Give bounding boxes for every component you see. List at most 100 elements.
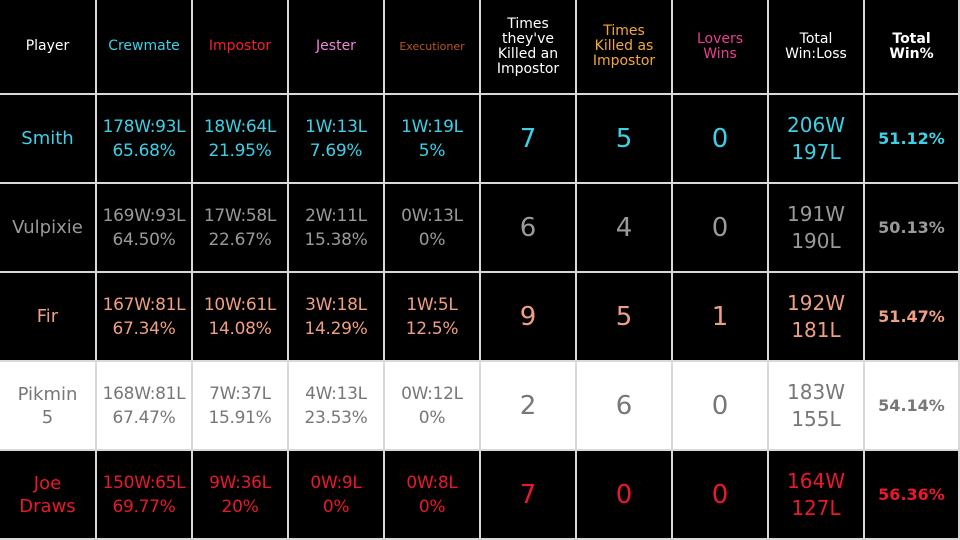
header-crewmate-label: Crewmate [108,38,180,54]
header-player: Player [0,0,97,95]
executioner-cell: 1W:5L 12.5% [385,273,481,362]
total-winpct-value: 54.14% [878,396,945,415]
total-winloss-cell: 183W 155L [769,362,865,451]
player-name: Fir [36,306,59,327]
crewmate-stat: 150W:65L 69.77% [102,472,186,517]
impostor-stat: 7W:37L 15.91% [208,383,272,428]
header-lovers-wins: Lovers Wins [673,0,769,95]
jester-cell: 3W:18L 14.29% [289,273,385,362]
killed-impostor-value: 6 [519,212,537,243]
header-total-winloss-label: Total Win:Loss [785,30,847,62]
lovers-wins-cell: 0 [673,362,769,451]
executioner-stat: 1W:19L 5% [401,116,463,161]
table-row-player: Smith [0,95,97,184]
impostor-stat: 18W:64L 21.95% [203,116,277,161]
crewmate-stat: 169W:93L 64.50% [102,205,186,250]
impostor-cell: 18W:64L 21.95% [193,95,289,184]
header-total-winpct: Total Win% [865,0,960,95]
lovers-wins-cell: 1 [673,273,769,362]
crewmate-stat: 178W:93L 65.68% [102,116,186,161]
killed-as-impostor-value: 5 [615,301,633,332]
total-winpct-value: 51.47% [878,307,945,326]
impostor-cell: 7W:37L 15.91% [193,362,289,451]
player-name: Joe Draws [19,472,76,517]
table-row-player: Pikmin 5 [0,362,97,451]
executioner-cell: 1W:19L 5% [385,95,481,184]
crewmate-cell: 169W:93L 64.50% [97,184,193,273]
jester-stat: 0W:9L 0% [310,472,362,517]
jester-stat: 2W:11L 15.38% [304,205,368,250]
total-winpct-value: 50.13% [878,218,945,237]
total-winloss-value: 192W 181L [787,290,845,342]
lovers-wins-value: 0 [711,479,729,510]
lovers-wins-value: 0 [711,123,729,154]
killed-impostor-cell: 6 [481,184,577,273]
table-row-player: Joe Draws [0,451,97,540]
header-total-winpct-label: Total Win% [889,30,934,62]
header-executioner-label: Executioner [399,40,465,53]
total-winpct-cell: 54.14% [865,362,960,451]
jester-cell: 4W:13L 23.53% [289,362,385,451]
table-row-player: Fir [0,273,97,362]
header-total-winloss: Total Win:Loss [769,0,865,95]
total-winloss-value: 206W 197L [787,112,845,164]
executioner-stat: 1W:5L 12.5% [405,294,459,339]
crewmate-cell: 168W:81L 67.47% [97,362,193,451]
killed-impostor-value: 2 [519,390,537,421]
killed-impostor-value: 7 [519,479,537,510]
total-winloss-cell: 192W 181L [769,273,865,362]
header-jester-label: Jester [316,38,356,54]
executioner-stat: 0W:13L 0% [401,205,463,250]
killed-as-impostor-cell: 5 [577,273,673,362]
player-name: Pikmin 5 [17,383,78,428]
killed-as-impostor-cell: 6 [577,362,673,451]
header-lovers-wins-label: Lovers Wins [696,30,744,62]
killed-impostor-cell: 2 [481,362,577,451]
total-winpct-value: 51.12% [878,129,945,148]
total-winpct-cell: 51.47% [865,273,960,362]
crewmate-cell: 178W:93L 65.68% [97,95,193,184]
header-executioner: Executioner [385,0,481,95]
executioner-cell: 0W:13L 0% [385,184,481,273]
killed-as-impostor-value: 4 [615,212,633,243]
killed-impostor-value: 7 [519,123,537,154]
header-crewmate: Crewmate [97,0,193,95]
killed-as-impostor-cell: 4 [577,184,673,273]
crewmate-stat: 167W:81L 67.34% [102,294,186,339]
crewmate-stat: 168W:81L 67.47% [102,383,186,428]
header-player-label: Player [25,38,70,54]
total-winpct-cell: 50.13% [865,184,960,273]
total-winpct-value: 56.36% [878,485,945,504]
executioner-cell: 0W:8L 0% [385,451,481,540]
lovers-wins-value: 0 [711,212,729,243]
killed-as-impostor-value: 0 [615,479,633,510]
header-killed-as-impostor: Times Killed as Impostor [577,0,673,95]
jester-cell: 1W:13L 7.69% [289,95,385,184]
crewmate-cell: 150W:65L 69.77% [97,451,193,540]
executioner-cell: 0W:12L 0% [385,362,481,451]
executioner-stat: 0W:8L 0% [406,472,458,517]
impostor-stat: 9W:36L 20% [209,472,271,517]
total-winpct-cell: 56.36% [865,451,960,540]
total-winloss-cell: 164W 127L [769,451,865,540]
total-winloss-value: 183W 155L [787,379,845,431]
lovers-wins-value: 1 [711,301,729,332]
player-name: Smith [21,128,74,149]
killed-impostor-value: 9 [519,301,537,332]
killed-as-impostor-value: 6 [615,390,633,421]
total-winloss-value: 191W 190L [787,201,845,253]
killed-impostor-cell: 9 [481,273,577,362]
header-killed-as-impostor-label: Times Killed as Impostor [592,23,656,69]
lovers-wins-cell: 0 [673,184,769,273]
killed-as-impostor-cell: 0 [577,451,673,540]
jester-cell: 0W:9L 0% [289,451,385,540]
impostor-stat: 10W:61L 14.08% [203,294,277,339]
total-winloss-value: 164W 127L [787,468,845,520]
crewmate-cell: 167W:81L 67.34% [97,273,193,362]
killed-impostor-cell: 7 [481,95,577,184]
executioner-stat: 0W:12L 0% [401,383,463,428]
impostor-cell: 17W:58L 22.67% [193,184,289,273]
header-killed-impostor: Times they've Killed an Impostor [481,0,577,95]
impostor-cell: 10W:61L 14.08% [193,273,289,362]
